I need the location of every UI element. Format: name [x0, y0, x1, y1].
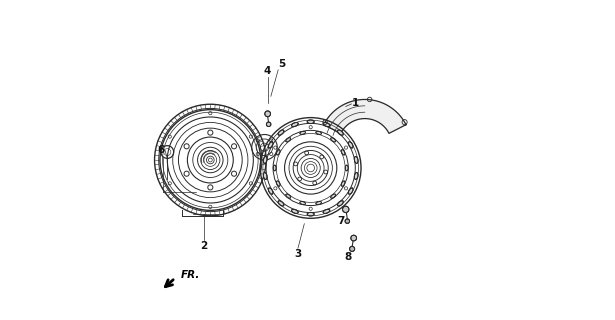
- Polygon shape: [323, 100, 406, 133]
- Ellipse shape: [341, 150, 345, 155]
- Text: 1: 1: [352, 98, 359, 108]
- Ellipse shape: [263, 172, 267, 180]
- Ellipse shape: [263, 156, 267, 164]
- Ellipse shape: [300, 131, 306, 134]
- Ellipse shape: [273, 165, 276, 171]
- Circle shape: [351, 235, 357, 241]
- Ellipse shape: [307, 212, 314, 216]
- Circle shape: [343, 206, 349, 212]
- Circle shape: [349, 246, 355, 252]
- Ellipse shape: [348, 188, 353, 194]
- Ellipse shape: [286, 138, 291, 142]
- Ellipse shape: [345, 165, 348, 171]
- Ellipse shape: [354, 172, 358, 180]
- Ellipse shape: [323, 209, 330, 213]
- Ellipse shape: [292, 123, 298, 127]
- Text: 5: 5: [279, 60, 285, 69]
- Text: 8: 8: [344, 252, 352, 262]
- Ellipse shape: [278, 130, 284, 135]
- Circle shape: [266, 122, 271, 126]
- Ellipse shape: [331, 138, 336, 142]
- Ellipse shape: [341, 181, 345, 186]
- Ellipse shape: [278, 201, 284, 206]
- Ellipse shape: [316, 202, 322, 204]
- Circle shape: [345, 219, 349, 223]
- Ellipse shape: [292, 209, 298, 213]
- Ellipse shape: [316, 131, 322, 134]
- Text: FR.: FR.: [181, 270, 200, 280]
- Ellipse shape: [331, 194, 336, 198]
- Ellipse shape: [277, 181, 280, 186]
- Ellipse shape: [277, 150, 280, 155]
- Ellipse shape: [354, 156, 358, 164]
- Text: 6: 6: [157, 146, 165, 156]
- Ellipse shape: [323, 123, 330, 127]
- Ellipse shape: [268, 188, 273, 194]
- Text: 3: 3: [295, 249, 301, 259]
- Text: 7: 7: [337, 216, 344, 226]
- Ellipse shape: [307, 120, 314, 124]
- Ellipse shape: [338, 130, 343, 135]
- Ellipse shape: [348, 142, 353, 148]
- Ellipse shape: [286, 194, 291, 198]
- Text: 4: 4: [264, 66, 271, 76]
- Ellipse shape: [268, 142, 273, 148]
- Text: 2: 2: [200, 241, 208, 251]
- Circle shape: [265, 111, 271, 117]
- Ellipse shape: [338, 201, 343, 206]
- Ellipse shape: [300, 202, 306, 204]
